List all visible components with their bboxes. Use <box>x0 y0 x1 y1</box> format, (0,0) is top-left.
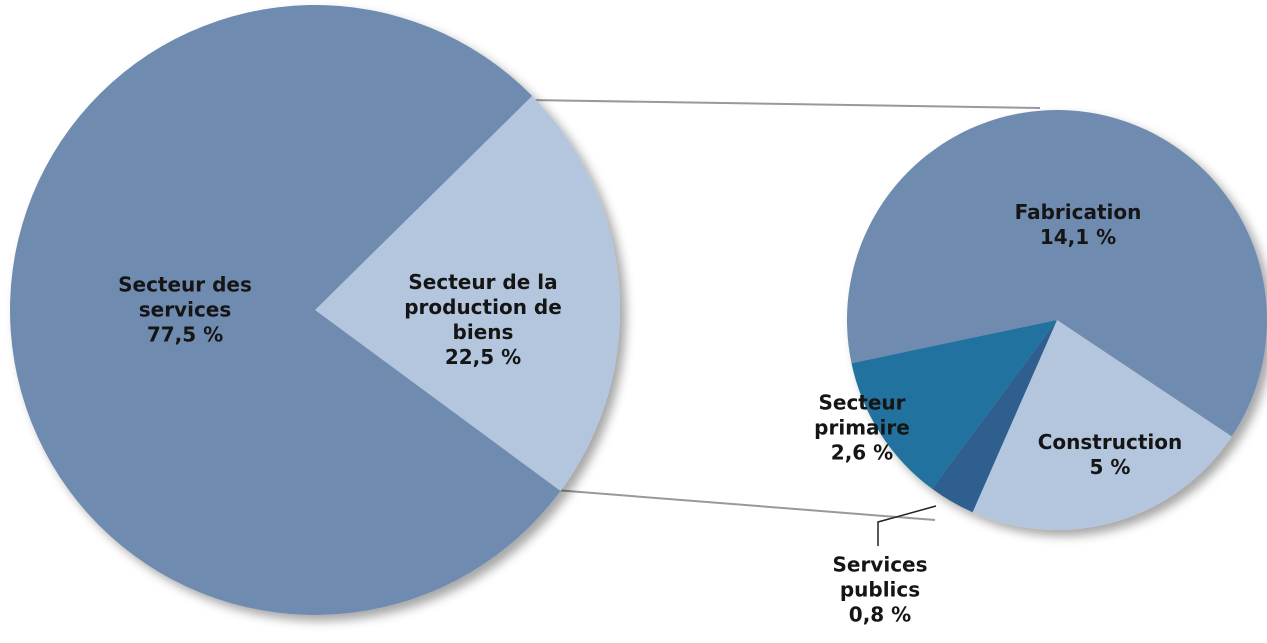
pie-slice <box>10 5 561 616</box>
category-name: Secteur primaire <box>814 390 910 440</box>
slice-label: Services publics 0,8 % <box>805 553 955 628</box>
slice-label: Secteur des services 77,5 % <box>85 273 285 348</box>
slice-label: Secteur de la production de biens 22,5 % <box>403 270 563 370</box>
pies <box>10 5 1267 616</box>
pie-slice <box>972 320 1232 530</box>
pie-slice <box>851 320 1057 489</box>
connector-line <box>527 99 1041 109</box>
category-name: Secteur de la production de biens <box>404 270 562 344</box>
category-name: Construction <box>1037 430 1183 454</box>
slice-label: Fabrication 14,1 % <box>978 200 1178 250</box>
pie-slice <box>315 95 621 491</box>
connector-line <box>554 489 936 521</box>
value-label: 5 % <box>1089 455 1131 479</box>
value-label: 2,6 % <box>830 440 894 465</box>
slice-label: Secteur primaire 2,6 % <box>787 391 937 466</box>
value-label: 22,5 % <box>444 345 522 369</box>
category-name: Secteur des services <box>118 272 252 322</box>
category-name: Services publics <box>832 552 928 602</box>
category-name: Fabrication <box>1014 200 1142 224</box>
value-label: 0,8 % <box>848 602 912 627</box>
pie-slice <box>847 110 1267 437</box>
pie-slice <box>932 320 1057 513</box>
slice-label: Construction 5 % <box>1005 430 1215 480</box>
value-label: 77,5 % <box>146 322 224 347</box>
value-label: 14,1 % <box>1039 225 1117 249</box>
leader-line <box>877 505 937 546</box>
